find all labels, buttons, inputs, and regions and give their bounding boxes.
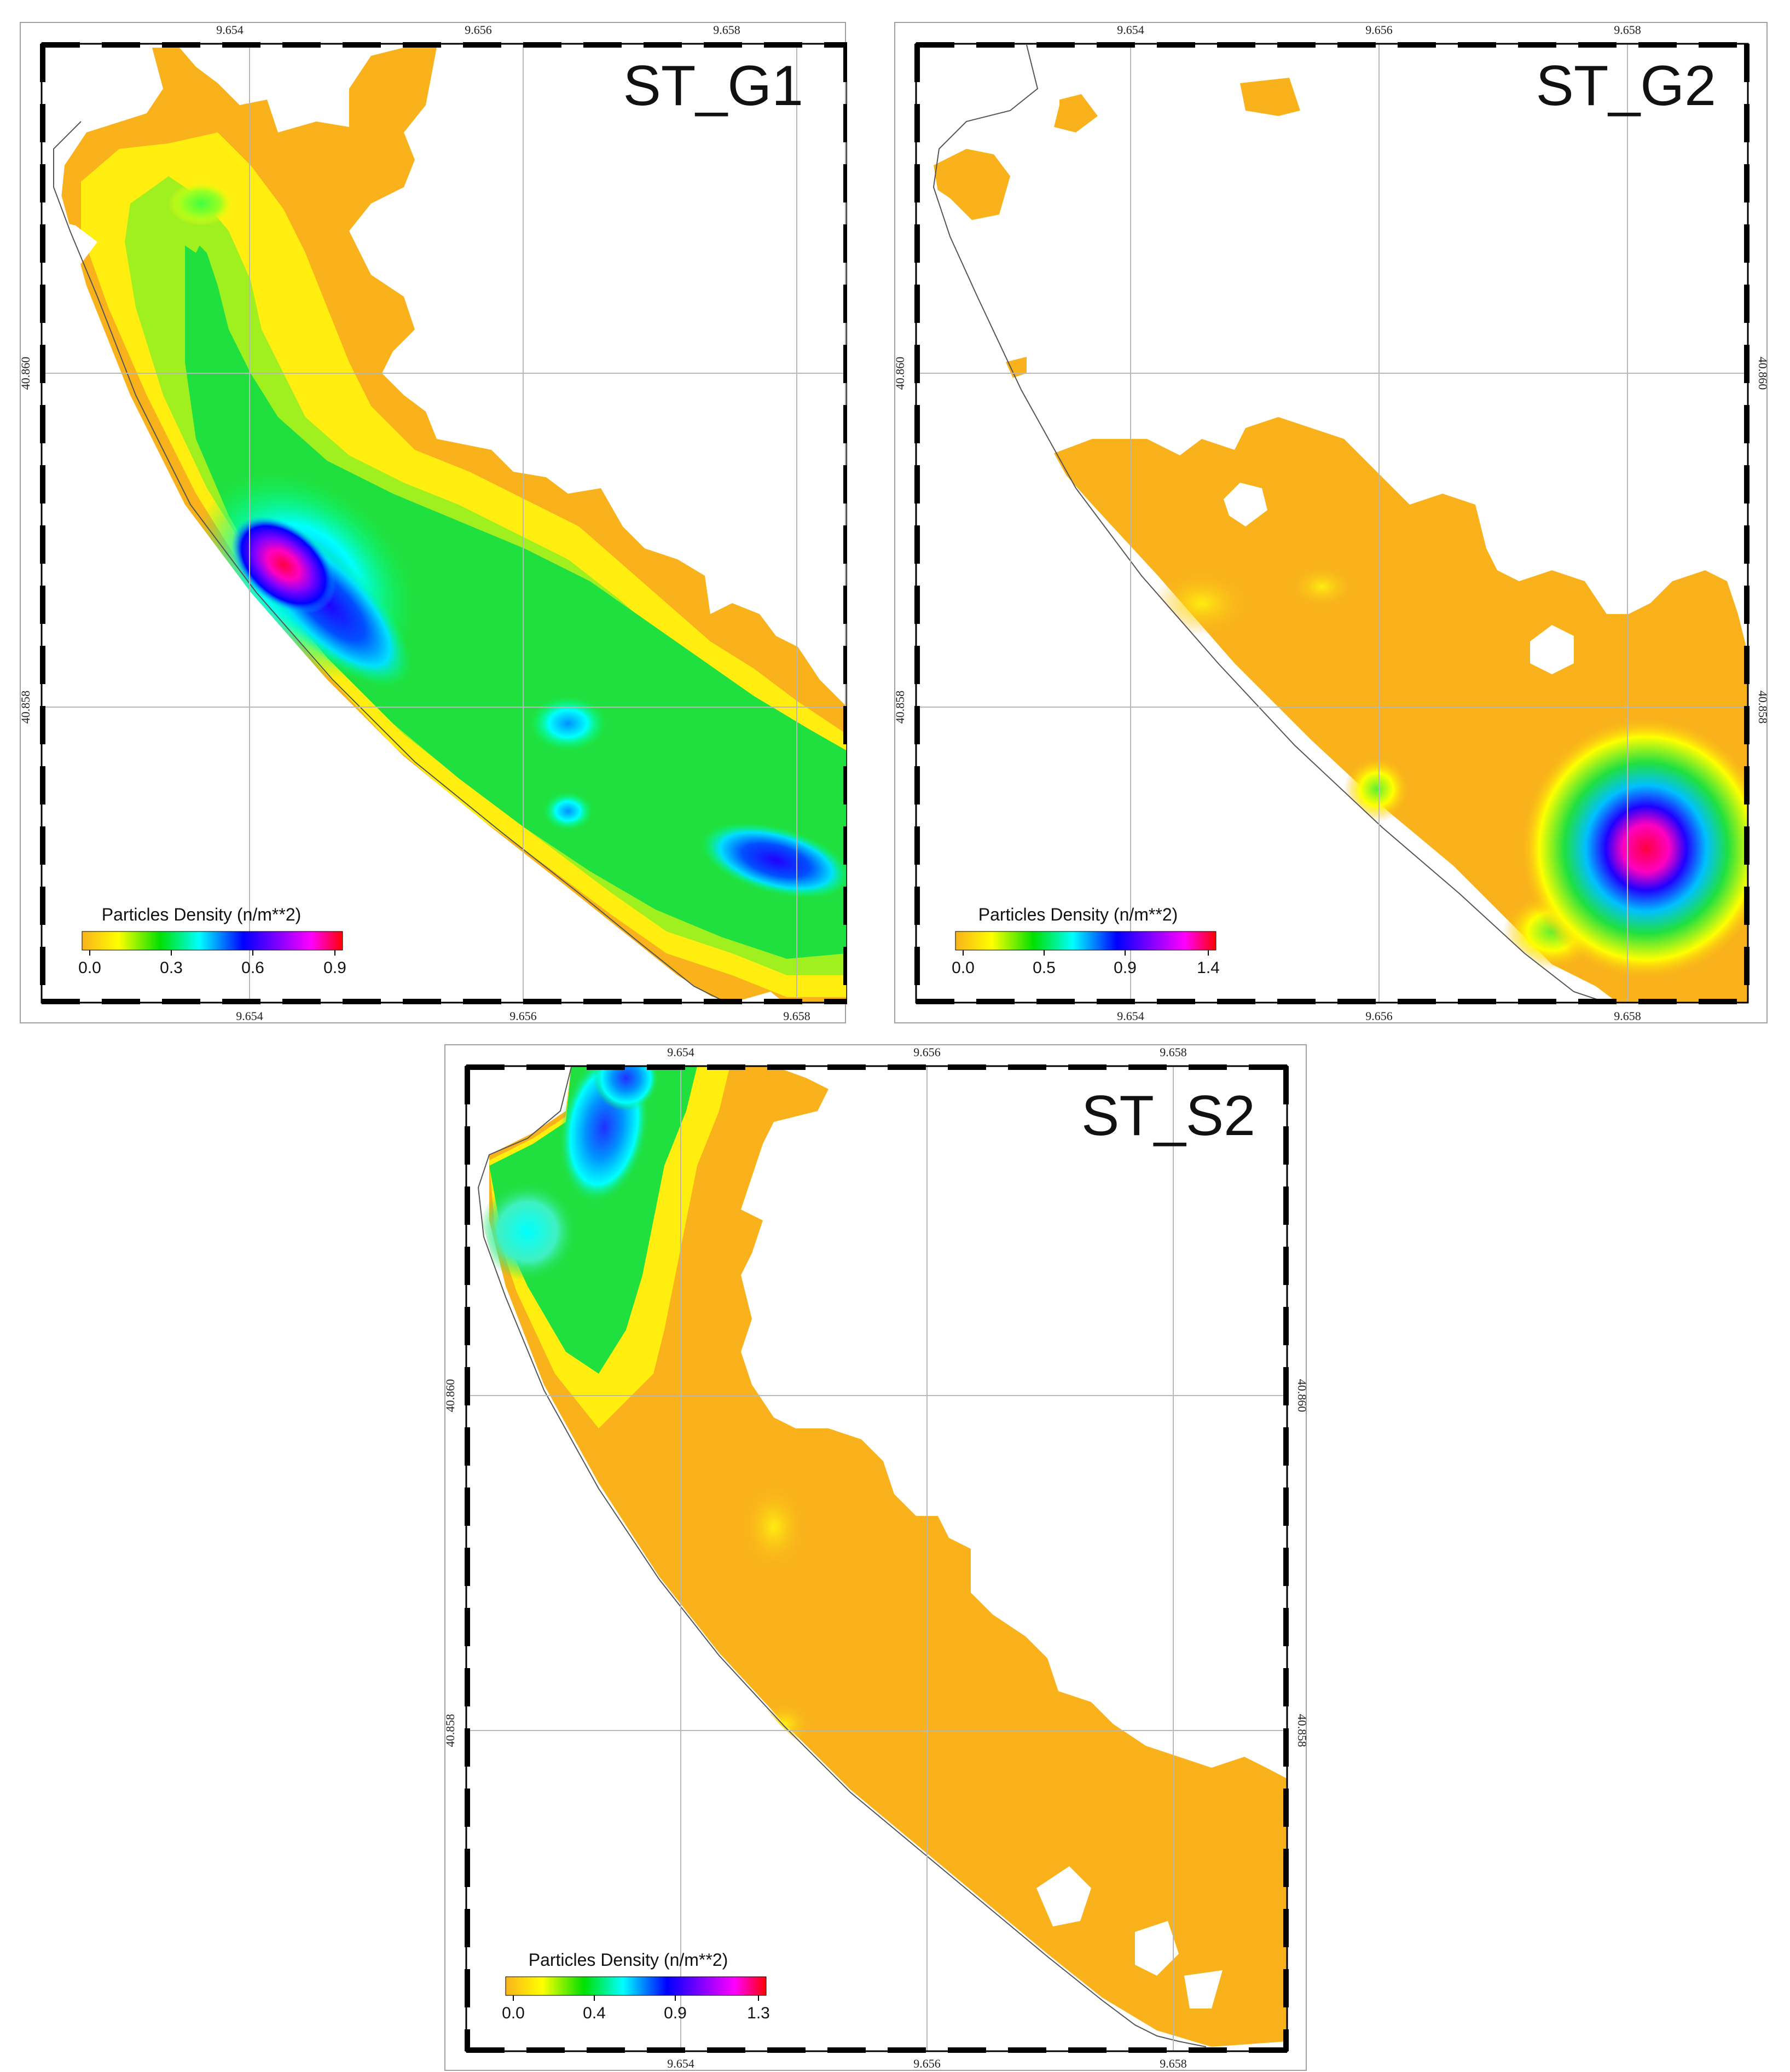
sea-area bbox=[466, 1144, 1212, 2051]
right-tick-label: 40.858 bbox=[1295, 1714, 1308, 1747]
density-patch-yellow bbox=[741, 1483, 807, 1571]
legend-tick: 0.9 bbox=[323, 959, 346, 977]
no-data-gap bbox=[1224, 483, 1267, 526]
top-tick-label: 9.654 bbox=[1117, 23, 1144, 37]
legend-tick: 0.0 bbox=[502, 2004, 525, 2022]
bottom-tick-label: 9.654 bbox=[1117, 1009, 1144, 1023]
map-svg-st-g2: 9.654 9.656 9.658 9.654 9.656 9.658 40.8… bbox=[895, 23, 1769, 1023]
bottom-tick-label: 9.656 bbox=[913, 2057, 941, 2070]
colorbar-legend: Particles Density (n/m**2) 0.0 0.5 0.9 1… bbox=[952, 905, 1220, 977]
bottom-tick-label: 9.658 bbox=[1614, 1009, 1641, 1023]
grid-lines bbox=[42, 44, 847, 1003]
density-hotspot-blue bbox=[593, 1066, 659, 1111]
bottom-tick-label: 9.654 bbox=[236, 1009, 263, 1023]
legend-title: Particles Density (n/m**2) bbox=[102, 905, 302, 924]
frame-dashes bbox=[465, 1064, 1289, 2053]
legend-tick: 0.5 bbox=[1033, 959, 1056, 977]
left-tick-label: 40.858 bbox=[445, 1714, 457, 1747]
panel-title: ST_G1 bbox=[623, 54, 803, 118]
density-zone-low bbox=[934, 149, 1010, 220]
top-tick-label: 9.656 bbox=[465, 23, 492, 37]
bottom-tick-label: 9.658 bbox=[783, 1009, 810, 1023]
legend-tick: 0.6 bbox=[241, 959, 264, 977]
legend-tick: 0.9 bbox=[1114, 959, 1137, 977]
density-hotspot-cyan bbox=[530, 696, 606, 751]
legend-tick: 0.9 bbox=[664, 2004, 687, 2022]
map-panel-st-s2: 9.654 9.656 9.658 9.654 9.656 9.658 40.8… bbox=[444, 1044, 1308, 2071]
map-frame bbox=[915, 43, 1749, 1004]
legend-tick: 1.3 bbox=[747, 2004, 770, 2022]
density-hotspot-blue bbox=[701, 823, 847, 898]
grid-lines bbox=[466, 1066, 1287, 2051]
no-data-gap bbox=[1184, 1970, 1223, 2009]
bottom-tick-label: 9.654 bbox=[667, 2057, 694, 2070]
grid-lines bbox=[916, 44, 1748, 1003]
density-hotspot-cyan bbox=[543, 792, 593, 830]
frame-dashes bbox=[914, 42, 1750, 1004]
top-tick-label: 9.656 bbox=[913, 1045, 941, 1059]
colorbar-legend: Particles Density (n/m**2) 0.0 0.4 0.9 1… bbox=[502, 1950, 770, 2022]
legend-tick: 1.4 bbox=[1197, 959, 1220, 977]
legend-title: Particles Density (n/m**2) bbox=[529, 1950, 728, 1970]
left-tick-label: 40.858 bbox=[21, 691, 32, 724]
map-frame bbox=[40, 43, 847, 1004]
map-svg-st-s2: 9.654 9.656 9.658 9.654 9.656 9.658 40.8… bbox=[445, 1045, 1308, 2070]
frame-dashes bbox=[40, 42, 847, 1004]
density-hotspot-cyan bbox=[478, 1182, 577, 1281]
density-patch-yellow bbox=[1344, 756, 1410, 822]
density-hotspot-peak bbox=[1520, 717, 1748, 980]
map-panel-st-g1: 9.654 9.656 9.658 9.654 9.656 9.658 40.8… bbox=[20, 22, 847, 1023]
density-patch-yellow bbox=[1289, 565, 1355, 609]
left-tick-label: 40.858 bbox=[895, 691, 907, 724]
left-tick-label: 40.860 bbox=[895, 357, 907, 390]
density-hotspot-green bbox=[169, 182, 234, 225]
colorbar bbox=[82, 931, 343, 951]
no-data-gap bbox=[1036, 1866, 1091, 1926]
legend-tick: 0.0 bbox=[952, 959, 975, 977]
left-tick-label: 40.860 bbox=[445, 1379, 457, 1413]
right-tick-label: 40.860 bbox=[1295, 1379, 1308, 1413]
panel-title: ST_G2 bbox=[1536, 54, 1716, 118]
top-tick-label: 9.658 bbox=[1160, 1045, 1187, 1059]
sea-area bbox=[916, 132, 1601, 1003]
no-data-gap bbox=[1530, 625, 1574, 674]
top-tick-label: 9.656 bbox=[1365, 23, 1393, 37]
density-zone-low bbox=[1054, 105, 1087, 132]
density-zone-0.3 bbox=[185, 231, 847, 959]
panel-title: ST_S2 bbox=[1081, 1084, 1255, 1148]
density-zone-low bbox=[489, 1066, 1287, 2047]
legend-tick: 0.4 bbox=[583, 2004, 606, 2022]
top-tick-label: 9.658 bbox=[1614, 23, 1641, 37]
density-hotspot-peak bbox=[231, 516, 336, 614]
no-data-gap bbox=[1135, 1921, 1179, 1976]
density-field-st-g1 bbox=[42, 44, 847, 1003]
legend-tick: 0.0 bbox=[78, 959, 101, 977]
left-tick-label: 40.860 bbox=[21, 357, 32, 390]
top-tick-label: 9.658 bbox=[713, 23, 740, 37]
density-field-st-s2 bbox=[466, 1066, 1287, 2051]
shoreline bbox=[932, 44, 1607, 1003]
bottom-tick-label: 9.656 bbox=[1365, 1009, 1393, 1023]
colorbar-legend: Particles Density (n/m**2) 0.0 0.3 0.6 0… bbox=[78, 905, 346, 977]
map-panel-st-g2: 9.654 9.656 9.658 9.654 9.656 9.658 40.8… bbox=[894, 22, 1769, 1023]
top-tick-label: 9.654 bbox=[667, 1045, 694, 1059]
bottom-tick-label: 9.658 bbox=[1160, 2057, 1187, 2070]
bottom-tick-label: 9.656 bbox=[509, 1009, 537, 1023]
no-data-gap bbox=[54, 220, 97, 264]
legend-tick: 0.3 bbox=[160, 959, 183, 977]
colorbar bbox=[505, 1976, 767, 1996]
right-tick-label: 40.860 bbox=[1756, 357, 1769, 390]
legend-title: Particles Density (n/m**2) bbox=[978, 905, 1178, 924]
shoreline bbox=[477, 1067, 1207, 2047]
right-tick-label: 40.858 bbox=[1756, 691, 1769, 724]
sea-area bbox=[42, 127, 721, 1003]
density-zone-low bbox=[1240, 78, 1300, 116]
map-svg-st-g1: 9.654 9.656 9.658 9.654 9.656 9.658 40.8… bbox=[21, 23, 847, 1023]
density-field-st-g2 bbox=[916, 44, 1748, 1003]
top-tick-label: 9.654 bbox=[216, 23, 244, 37]
shoreline bbox=[53, 121, 727, 1003]
colorbar bbox=[955, 931, 1216, 951]
